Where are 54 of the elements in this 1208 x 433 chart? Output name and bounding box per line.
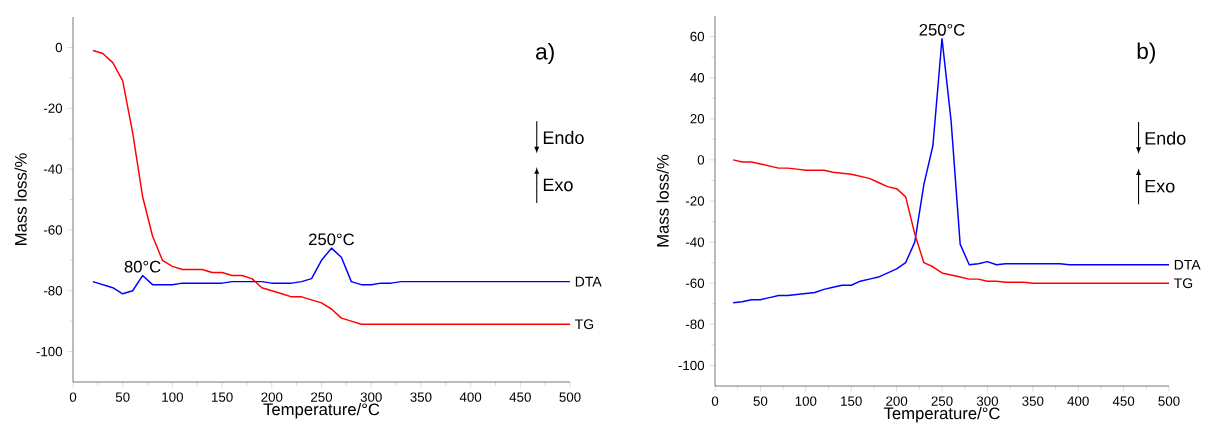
- y-tick-label: -40: [685, 237, 705, 247]
- series-label: TG: [1174, 278, 1193, 289]
- series-label: TG: [575, 319, 594, 330]
- y-tick-label: -20: [43, 103, 63, 113]
- x-tick-label: 100: [162, 392, 184, 402]
- x-tick-label: 450: [1112, 396, 1135, 406]
- annotation: Exo: [1145, 179, 1175, 193]
- y-tick-label: -20: [685, 196, 705, 206]
- annotation: Exo: [543, 178, 573, 192]
- y-tick-label: -100: [678, 360, 705, 371]
- annotation: Endo: [1145, 131, 1186, 145]
- x-tick-label: 400: [1067, 396, 1089, 406]
- series-label: DTA: [1174, 259, 1201, 270]
- annotation: 80°C: [124, 260, 161, 273]
- y-tick-label: 0: [697, 155, 705, 165]
- y-tick-label: -80: [43, 286, 63, 296]
- x-tick-label: 300: [976, 396, 999, 406]
- x-tick-label: 300: [360, 392, 382, 402]
- x-tick-label: 50: [115, 392, 130, 402]
- x-axis-title: Temperature/°C: [883, 406, 1000, 423]
- y-tick-label: 0: [55, 42, 63, 53]
- x-tick-label: 200: [886, 396, 908, 406]
- x-tick-label: 100: [795, 396, 817, 406]
- series-label: DTA: [575, 276, 602, 287]
- x-tick-label: 350: [410, 392, 432, 402]
- x-tick-label: 0: [69, 392, 77, 402]
- y-tick-label: 20: [690, 114, 705, 124]
- annotation: b): [1137, 42, 1155, 64]
- x-tick-label: 500: [559, 392, 581, 402]
- x-tick-label: 50: [753, 396, 768, 406]
- x-tick-label: 400: [459, 392, 482, 402]
- x-tick-label: 350: [1022, 396, 1044, 406]
- x-tick-label: 0: [711, 396, 719, 406]
- y-tick-label: -60: [685, 278, 705, 288]
- annotation: a): [536, 42, 554, 65]
- x-tick-label: 150: [212, 392, 233, 402]
- y-axis-title: Mass loss/%: [14, 153, 27, 245]
- y-tick-label: -100: [36, 346, 63, 357]
- x-tick-label: 250: [311, 392, 333, 402]
- x-tick-label: 250: [931, 396, 953, 406]
- annotation: 250°C: [309, 233, 355, 246]
- x-axis-title: Temperature/°C: [263, 402, 380, 419]
- y-tick-label: 40: [690, 72, 705, 83]
- y-tick-label: -60: [43, 225, 63, 235]
- y-tick-label: -80: [685, 319, 705, 330]
- y-tick-label: 60: [690, 31, 705, 42]
- x-tick-label: 450: [509, 392, 531, 402]
- x-tick-label: 150: [841, 396, 862, 406]
- y-axis-title: Mass loss/%: [656, 154, 669, 247]
- x-tick-label: 500: [1158, 396, 1180, 406]
- annotation: Endo: [543, 130, 584, 145]
- y-tick-label: -40: [43, 164, 63, 174]
- annotation: 250°C: [919, 23, 965, 36]
- x-tick-label: 200: [261, 392, 283, 402]
